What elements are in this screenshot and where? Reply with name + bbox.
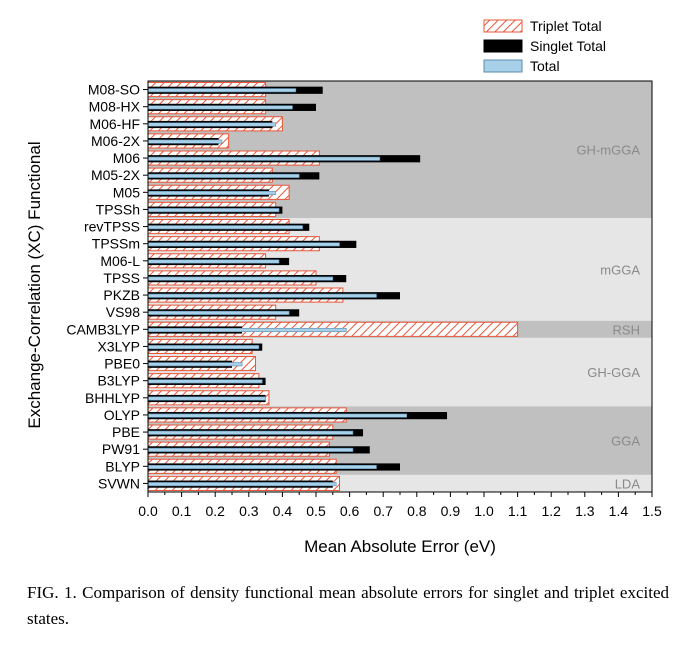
group-label: GH-GGA xyxy=(587,365,640,380)
bar-total xyxy=(147,482,337,487)
bar-total xyxy=(147,396,266,401)
group-label: GH-mGGA xyxy=(576,143,640,158)
bar-total xyxy=(147,242,340,247)
bar-total xyxy=(147,327,347,333)
legend-swatch xyxy=(483,39,523,53)
x-tick-label: 0.6 xyxy=(340,503,360,519)
y-axis-label: Exchange-Correlation (XC) Functional xyxy=(25,141,44,428)
x-tick-label: 0.2 xyxy=(205,503,225,519)
bar-total xyxy=(147,413,408,418)
figure-caption: FIG. 1. Comparison of density functional… xyxy=(27,583,669,628)
y-tick-label: PKZB xyxy=(103,287,140,303)
y-tick-label: M05 xyxy=(113,184,140,200)
legend-label: Singlet Total xyxy=(530,38,606,54)
y-tick-label: TPSSh xyxy=(96,201,140,217)
bar-total xyxy=(147,362,243,367)
bar-total xyxy=(147,447,354,452)
x-tick-label: 0.1 xyxy=(172,503,192,519)
y-tick-label: M08-HX xyxy=(89,99,141,115)
bar-total xyxy=(147,190,276,196)
y-tick-label: BHHLYP xyxy=(85,390,140,406)
y-tick-label: PW91 xyxy=(102,441,140,457)
x-tick-label: 0.0 xyxy=(138,503,158,519)
y-tick-label: M06-2X xyxy=(91,133,141,149)
group-band xyxy=(148,218,652,321)
x-tick-label: 0.5 xyxy=(306,503,326,519)
bar-total xyxy=(147,259,280,264)
group-label: RSH xyxy=(613,322,640,337)
legend-label: Triplet Total xyxy=(530,18,602,34)
y-tick-label: revTPSS xyxy=(84,219,140,235)
bar-total xyxy=(147,276,334,281)
x-tick-label: 1.3 xyxy=(575,503,595,519)
legend: Triplet Total Singlet Total Total xyxy=(483,18,606,74)
bar-total xyxy=(147,156,381,161)
x-tick-label: 1.0 xyxy=(474,503,494,519)
x-tick-label: 0.9 xyxy=(441,503,461,519)
y-tick-label: OLYP xyxy=(104,407,140,423)
bar-total xyxy=(147,139,223,144)
x-axis-label: Mean Absolute Error (eV) xyxy=(304,537,496,556)
bar-total xyxy=(147,464,377,470)
group-label: LDA xyxy=(615,476,641,491)
bar-total xyxy=(147,173,300,178)
bar-total xyxy=(147,88,297,93)
chart-figure: GH-mGGA mGGA RSH GH-GGA GGA LDA 0.0 0.1 0.2 0.3 0… xyxy=(25,18,662,556)
legend-label: Total xyxy=(530,58,560,74)
y-tick-label: PBE xyxy=(112,424,140,440)
x-tick-label: 0.7 xyxy=(373,503,393,519)
y-tick-label: PBE0 xyxy=(104,356,140,372)
x-tick-label: 1.2 xyxy=(541,503,561,519)
y-tick-label: VS98 xyxy=(106,304,140,320)
bar-total xyxy=(147,105,293,110)
bar-total xyxy=(147,430,354,435)
x-tick-label: 1.5 xyxy=(642,503,662,519)
x-tick-label: 0.8 xyxy=(407,503,427,519)
y-tick-label: X3LYP xyxy=(97,338,140,354)
y-tick-label: M06 xyxy=(113,150,140,166)
y-tick-label: TPSS xyxy=(103,270,140,286)
x-tick-label: 1.1 xyxy=(508,503,528,519)
y-tick-label: M08-SO xyxy=(88,82,140,98)
y-tick-label: M06-L xyxy=(100,253,140,269)
y-tick-label: TPSSm xyxy=(92,236,140,252)
bar-total xyxy=(147,345,260,350)
bar-total xyxy=(147,293,377,298)
x-tick-label: 0.4 xyxy=(273,503,293,519)
group-label: GGA xyxy=(611,434,640,449)
y-tick-label: M06-HF xyxy=(89,116,140,132)
bar-total xyxy=(147,310,290,315)
y-tick-label: B3LYP xyxy=(97,373,140,389)
y-tick-label: CAMB3LYP xyxy=(66,321,140,337)
y-tick-label: SVWN xyxy=(98,475,140,491)
y-tick-label: BLYP xyxy=(105,458,140,474)
bar-total xyxy=(147,122,276,127)
bar-total xyxy=(147,208,280,213)
bar-total xyxy=(147,379,263,384)
legend-swatch xyxy=(483,59,523,73)
x-tick-label: 0.3 xyxy=(239,503,259,519)
group-label: mGGA xyxy=(600,262,640,277)
bar-total xyxy=(147,225,303,230)
x-tick-label: 1.4 xyxy=(609,503,629,519)
y-tick-label: M05-2X xyxy=(91,167,141,183)
legend-swatch xyxy=(483,19,523,33)
